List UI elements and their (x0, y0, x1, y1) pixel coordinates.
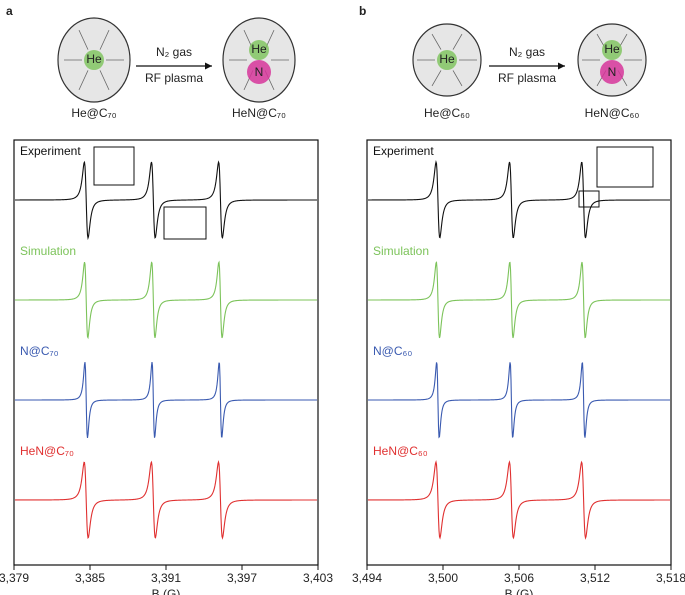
plot-frame (366, 139, 672, 566)
x-tick-label: 3,512 (580, 571, 610, 585)
inset-frame (596, 146, 654, 188)
series-label: HeN@C₇₀ (20, 444, 74, 458)
reactant-label: He@C₇₀ (71, 106, 116, 120)
series-label: Simulation (373, 244, 429, 258)
cage-edge (99, 29, 110, 50)
atom-label: N (255, 65, 264, 79)
x-tick-label: 3,391 (151, 571, 181, 585)
series-label: Simulation (20, 244, 76, 258)
spectrum-trace (15, 260, 317, 340)
helium-atom (602, 40, 622, 60)
arrow-head (205, 62, 212, 70)
nitrogen-atom (247, 60, 271, 84)
spectrum-trace (15, 362, 317, 439)
x-tick-label: 3,379 (0, 571, 29, 585)
series-label: HeN@C₆₀ (373, 444, 428, 458)
x-axis-label: B (G) (505, 587, 534, 595)
x-axis-label: B (G) (152, 587, 181, 595)
product-label: HeN@C₇₀ (232, 106, 286, 120)
cage-edge (452, 33, 463, 50)
series-label: Experiment (373, 144, 434, 158)
spectrum-trace (368, 261, 670, 339)
condition-label: RF plasma (498, 71, 556, 85)
x-tick-label: 3,518 (656, 571, 685, 585)
inset-frame (578, 190, 600, 208)
x-tick-label: 3,506 (504, 571, 534, 585)
inset-frame (93, 146, 135, 186)
x-tick-label: 3,403 (303, 571, 333, 585)
cage-edge (78, 70, 89, 91)
product-label: HeN@C₆₀ (585, 106, 640, 120)
condition-label: RF plasma (145, 71, 203, 85)
spectrum-trace (368, 362, 670, 439)
atom-label: He (86, 52, 102, 66)
reagent-label: N₂ gas (156, 45, 192, 59)
plot-frame (13, 139, 319, 566)
x-tick-label: 3,385 (75, 571, 105, 585)
series-label: N@C₆₀ (373, 344, 412, 358)
series-label: N@C₇₀ (20, 344, 59, 358)
cage-edge (99, 70, 110, 91)
x-tick-label: 3,494 (352, 571, 382, 585)
atom-label: He (251, 42, 267, 56)
cage-edge (431, 33, 442, 50)
atom-label: He (439, 52, 455, 66)
spectrum-trace (368, 159, 670, 239)
x-tick-label: 3,397 (227, 571, 257, 585)
helium-atom (249, 40, 269, 60)
panel-label: a (6, 4, 13, 18)
helium-atom (437, 50, 457, 70)
inset-frame (163, 206, 207, 240)
arrow-head (558, 62, 565, 70)
reagent-label: N₂ gas (509, 45, 545, 59)
x-tick-label: 3,500 (428, 571, 458, 585)
atom-label: He (604, 42, 620, 56)
cage-edge (78, 29, 89, 50)
spectrum-trace (15, 160, 317, 241)
nitrogen-atom (600, 60, 624, 84)
cage-edge (431, 70, 442, 87)
spectrum-trace (368, 460, 670, 540)
helium-atom (84, 50, 104, 70)
series-label: Experiment (20, 144, 81, 158)
panel-label: b (359, 4, 366, 18)
atom-label: N (608, 65, 617, 79)
spectrum-trace (14, 459, 317, 540)
reactant-label: He@C₆₀ (424, 106, 470, 120)
cage-edge (452, 70, 463, 87)
